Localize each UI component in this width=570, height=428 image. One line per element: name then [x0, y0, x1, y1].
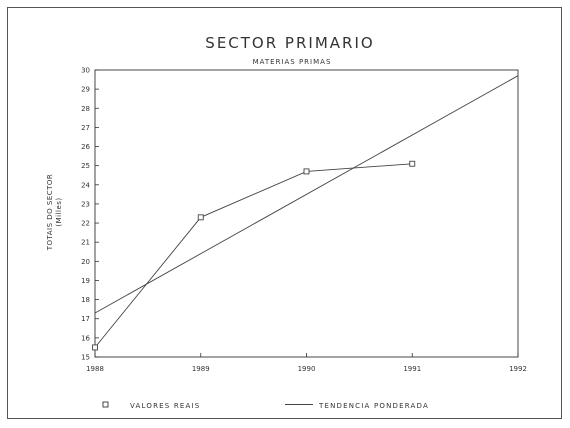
y-tick-label: 27 [81, 124, 90, 132]
data-point-valores-reais [303, 168, 310, 175]
y-tick-label: 17 [81, 315, 90, 323]
chart-frame [7, 7, 562, 419]
y-tick-label: 18 [81, 296, 90, 304]
series-line-tendencia-ponderada [94, 75, 519, 314]
legend: VALORES REAIS TENDENCIA PONDERADA [102, 401, 429, 410]
y-axis-label-line-2: (Milles) [55, 197, 63, 226]
y-tick-label: 21 [81, 239, 90, 247]
y-tick-label: 26 [81, 143, 90, 151]
y-axis-label: TOTAIS DO SECTOR (Milles) [46, 174, 63, 252]
series-layer [92, 75, 519, 351]
y-tick-label: 20 [81, 258, 90, 266]
data-point-valores-reais [92, 344, 98, 351]
x-tick-label: 1991 [403, 365, 421, 373]
axes [94, 69, 519, 358]
y-tick-label: 23 [81, 200, 90, 208]
legend-label-tendencia-ponderada: TENDENCIA PONDERADA [318, 402, 429, 410]
y-tick-label: 19 [81, 277, 90, 285]
y-tick-label: 28 [81, 105, 90, 113]
y-tick-label: 16 [81, 334, 90, 342]
chart-title: SECTOR PRIMARIO [205, 34, 374, 52]
y-tick-label: 30 [81, 67, 90, 75]
y-axis-ticks: 15 16 17 18 19 20 21 22 23 24 25 26 27 28 29 30 [81, 67, 99, 362]
x-tick-label: 1989 [192, 365, 210, 373]
y-tick-label: 24 [81, 181, 90, 189]
x-tick-label: 1990 [298, 365, 316, 373]
data-point-valores-reais [197, 214, 204, 221]
data-point-valores-reais [409, 160, 416, 167]
y-axis-label-line-1: TOTAIS DO SECTOR [46, 174, 54, 252]
y-tick-label: 22 [81, 220, 90, 228]
legend-square-marker [102, 401, 109, 408]
x-tick-label: 1992 [509, 365, 527, 373]
legend-label-valores-reais: VALORES REAIS [130, 402, 200, 410]
series-line-valores-reais [94, 163, 413, 348]
y-tick-label: 25 [81, 162, 90, 170]
y-tick-label: 15 [81, 354, 90, 362]
chart-subtitle: MATERIAS PRIMAS [253, 58, 332, 66]
x-axis-ticks: 1988 1989 1990 1991 1992 [86, 353, 527, 373]
x-tick-label: 1988 [86, 365, 104, 373]
y-tick-label: 29 [81, 86, 90, 94]
plot-area-border [94, 69, 519, 358]
